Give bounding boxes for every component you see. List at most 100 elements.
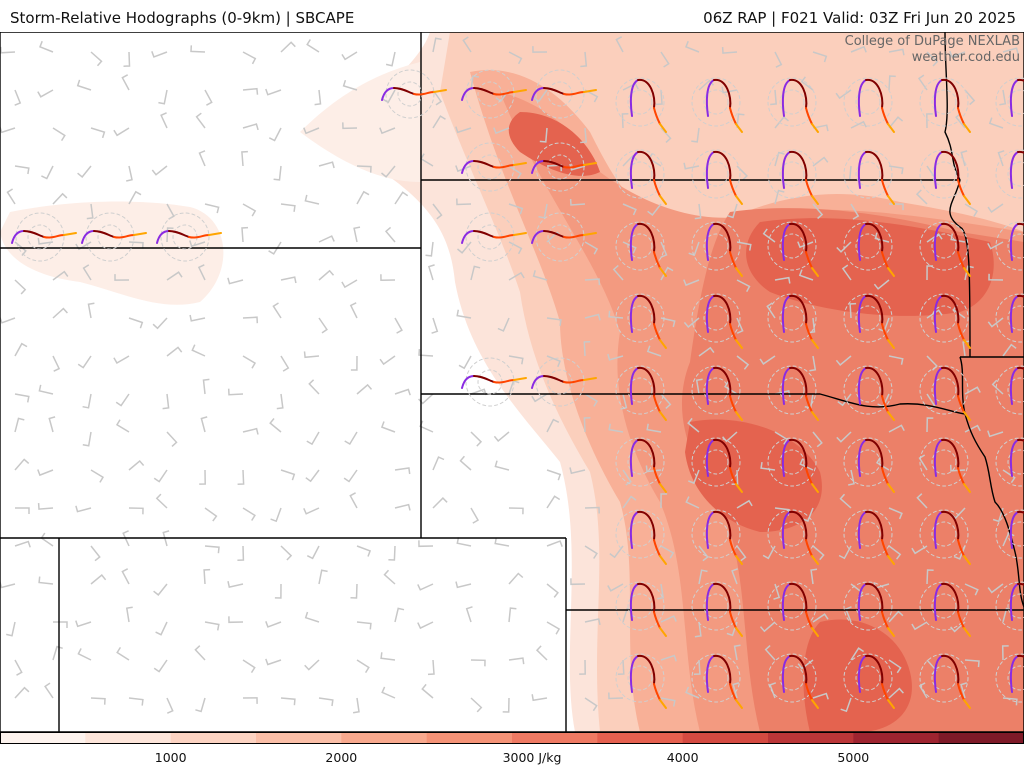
- wind-barb: [14, 393, 30, 403]
- hodograph-ring: [931, 593, 957, 619]
- wind-barb: [622, 154, 638, 167]
- hodograph-trace: [513, 377, 527, 381]
- wind-barb: [766, 302, 776, 319]
- hodograph-trace: [637, 510, 656, 541]
- hodograph-trace: [781, 151, 791, 189]
- hodograph-trace: [93, 230, 115, 238]
- hodograph-trace: [81, 230, 95, 244]
- hodograph-trace: [941, 582, 960, 613]
- hodograph-trace: [729, 395, 737, 413]
- wind-barb: [546, 583, 559, 598]
- wind-barb: [736, 355, 750, 370]
- wind-barb: [242, 659, 256, 674]
- wind-barb: [546, 621, 561, 635]
- hodograph-trace: [168, 230, 190, 238]
- hodograph-trace: [887, 339, 895, 349]
- wind-barb: [394, 191, 409, 205]
- header-bar: Storm-Relative Hodographs (0-9km) | SBCA…: [0, 0, 1024, 32]
- wind-barb: [533, 89, 548, 103]
- wind-barb: [774, 151, 785, 167]
- wind-barb: [158, 89, 168, 105]
- wind-barb: [774, 189, 785, 205]
- wind-barb: [242, 507, 256, 521]
- hodograph-trace: [653, 539, 661, 557]
- wind-barb: [303, 507, 320, 515]
- hodograph-trace: [473, 87, 495, 95]
- wind-barb: [647, 203, 662, 217]
- wind-barb: [727, 203, 738, 219]
- wind-barb: [773, 583, 781, 600]
- wind-barb: [987, 430, 1004, 438]
- hodograph-trace: [729, 323, 737, 341]
- wind-barb: [988, 273, 1004, 281]
- hodograph-trace: [461, 160, 475, 174]
- map-canvas[interactable]: [0, 32, 1024, 732]
- hodograph-trace: [1017, 222, 1024, 227]
- colorbar-segment: [853, 732, 940, 744]
- wind-barb: [200, 416, 208, 433]
- wind-barb: [1002, 469, 1016, 484]
- hodograph-trace: [461, 230, 475, 244]
- wind-barb: [660, 51, 670, 68]
- wind-barb: [655, 89, 663, 106]
- hodograph-trace: [729, 107, 737, 125]
- hodograph-trace: [729, 467, 737, 485]
- wind-barb: [660, 493, 668, 509]
- wind-barb: [774, 431, 789, 445]
- wind-barb: [459, 455, 472, 471]
- wind-barb: [911, 545, 928, 555]
- hodograph-trace: [1009, 295, 1019, 333]
- wind-barb: [964, 583, 979, 596]
- wind-barb: [657, 583, 665, 600]
- hodograph-trace: [705, 511, 715, 549]
- colorbar-tick-label: 5000: [837, 750, 870, 765]
- wind-barb: [14, 458, 30, 471]
- wind-barb: [199, 469, 206, 485]
- wind-barb: [44, 682, 54, 699]
- wind-barb: [736, 113, 745, 129]
- hodograph-trace: [659, 555, 667, 565]
- hodograph-trace: [713, 438, 732, 469]
- wind-barb: [694, 621, 702, 638]
- hodograph-ring: [615, 581, 665, 631]
- hodograph-trace: [735, 339, 743, 349]
- wind-barb: [394, 317, 403, 334]
- wind-barb: [52, 645, 63, 661]
- wind-barb: [987, 241, 1004, 250]
- wind-barb: [166, 346, 183, 357]
- hodograph-trace: [881, 611, 889, 629]
- wind-barb: [584, 89, 599, 103]
- wind-barb: [508, 572, 524, 585]
- wind-barb: [431, 317, 439, 334]
- wind-barb: [204, 203, 220, 214]
- hodograph-trace: [637, 438, 656, 469]
- hodograph-trace: [393, 87, 415, 95]
- wind-barb: [379, 127, 396, 135]
- wind-barb: [90, 51, 103, 67]
- hodograph-trace: [811, 627, 819, 637]
- wind-barb: [237, 545, 245, 561]
- wind-barb: [999, 89, 1007, 106]
- hodograph-trace: [1017, 510, 1024, 515]
- wind-barb: [835, 89, 852, 100]
- wind-barb: [694, 203, 702, 220]
- wind-barb: [508, 203, 524, 215]
- wind-barb: [583, 340, 591, 357]
- wind-barb: [950, 233, 966, 243]
- hodograph-trace: [857, 439, 867, 477]
- wind-barb: [841, 264, 852, 281]
- hodograph-ring: [995, 77, 1024, 127]
- credit-block: College of DuPage NEXLAB weather.cod.edu: [845, 34, 1020, 66]
- hodograph-trace: [705, 79, 715, 117]
- hodograph-trace: [933, 151, 943, 189]
- wind-barb: [75, 620, 92, 628]
- hodograph-trace: [941, 510, 960, 541]
- wind-barb: [52, 270, 69, 281]
- wind-barb: [380, 274, 396, 281]
- hodograph-trace: [963, 195, 971, 205]
- wind-barb: [911, 621, 928, 631]
- wind-barb: [850, 45, 867, 53]
- hodograph-trace: [781, 511, 791, 549]
- wind-barb: [848, 469, 855, 486]
- wind-barb: [456, 309, 472, 319]
